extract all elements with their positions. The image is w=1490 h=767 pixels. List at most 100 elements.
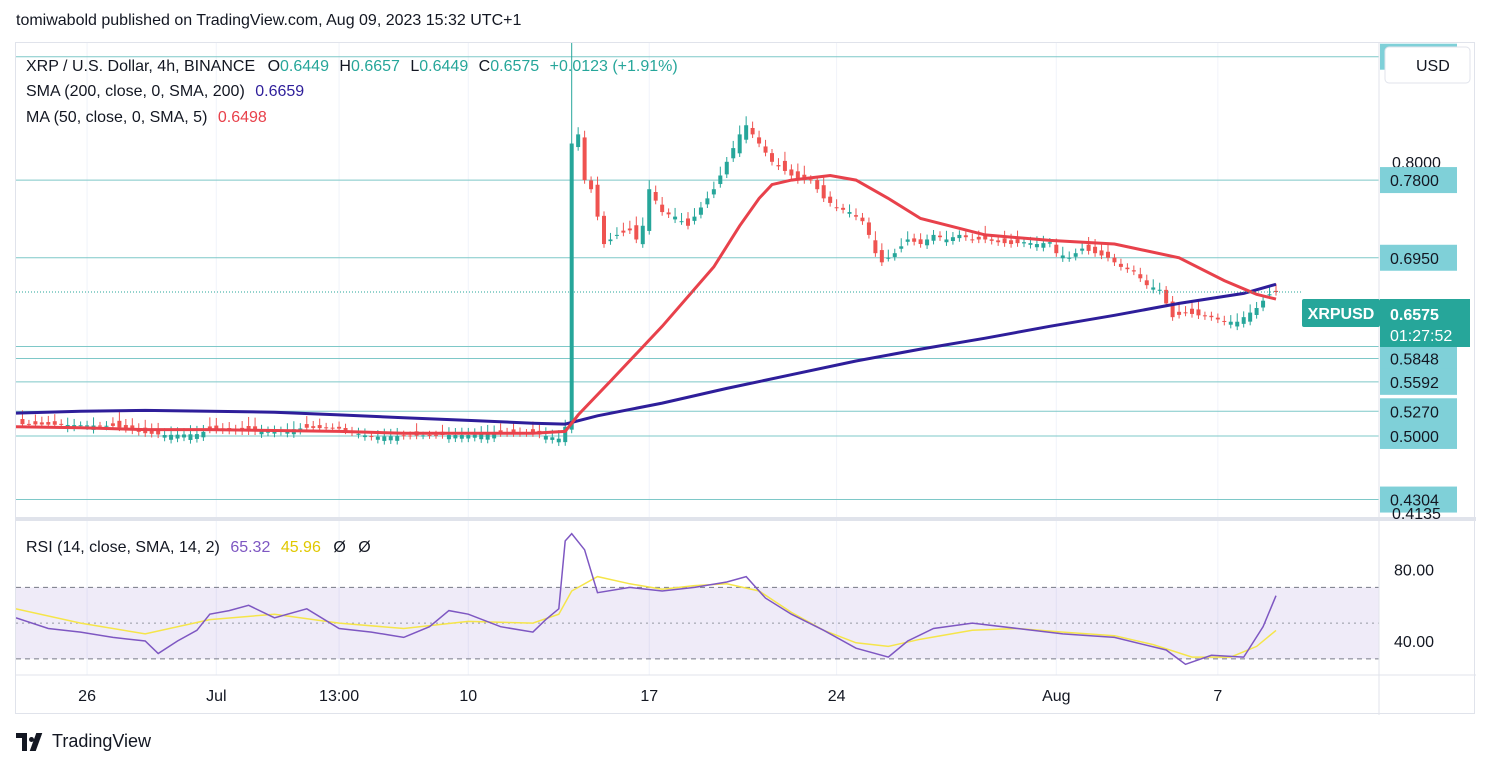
candle-body xyxy=(1215,317,1220,320)
level-tag-label: 0.7800 xyxy=(1390,173,1439,190)
candle-body xyxy=(989,239,994,241)
candle-body xyxy=(866,222,871,235)
legend-c-label: C xyxy=(479,58,491,75)
candle-body xyxy=(39,422,44,425)
candle-body xyxy=(1060,255,1065,259)
candle-body xyxy=(679,221,684,223)
candle-body xyxy=(640,225,645,245)
level-tag-box xyxy=(1380,422,1457,449)
legend-rsi-value: 65.32 xyxy=(230,539,270,556)
current-price-tag[interactable]: XRPUSD 0.6575 01:27:52 xyxy=(1302,299,1470,347)
legend-c-value: 0.6575 xyxy=(490,58,539,75)
candle-body xyxy=(1009,240,1014,245)
candle-body xyxy=(1131,270,1136,272)
candle-body xyxy=(1022,242,1026,244)
candle-body xyxy=(1202,315,1207,317)
candle-body xyxy=(834,207,839,209)
candle-body xyxy=(1254,308,1259,315)
candle-body xyxy=(750,127,755,135)
vertical-grid xyxy=(86,43,1219,675)
candle-body xyxy=(169,434,174,440)
candle-body xyxy=(1274,290,1278,293)
legend-sma-value: 0.6659 xyxy=(255,83,304,100)
currency-button-label: USD xyxy=(1416,58,1450,75)
candle-body xyxy=(886,257,891,259)
candle-body xyxy=(873,240,878,254)
candle-body xyxy=(666,212,671,215)
candle-body xyxy=(782,160,787,171)
candle-body xyxy=(673,216,678,220)
candle-body xyxy=(388,436,393,441)
candle-body xyxy=(899,246,904,249)
candle-body xyxy=(711,189,716,195)
level-tag-box xyxy=(1380,398,1457,425)
legend-l-value: 0.6449 xyxy=(419,58,468,75)
candle-body xyxy=(776,165,781,167)
candle-body xyxy=(472,434,477,438)
tradingview-wordmark: TradingView xyxy=(52,731,152,751)
candle-body xyxy=(156,430,161,435)
candle-body xyxy=(957,234,962,239)
candle-body xyxy=(602,215,606,245)
legend-o-label: O xyxy=(268,58,280,75)
chart-frame[interactable]: 0.90000.80000.91500.78000.69500.59790.58… xyxy=(15,42,1476,715)
price-axis[interactable]: 0.90000.80000.91500.78000.69500.59790.58… xyxy=(1380,43,1457,523)
legend-rsi-ma-value: 45.96 xyxy=(281,539,321,556)
candle-body xyxy=(401,435,406,437)
time-axis-tick: Jul xyxy=(206,688,226,705)
candle-body xyxy=(1157,289,1162,291)
candle-body xyxy=(123,425,128,429)
candle-body xyxy=(1235,321,1240,327)
candle-body xyxy=(770,153,774,162)
time-axis-tick: 17 xyxy=(640,688,658,705)
candle-body xyxy=(52,421,57,425)
legend-l-label: L xyxy=(410,58,419,75)
tradingview-brand[interactable]: TradingView xyxy=(16,731,151,752)
candle-body xyxy=(1241,317,1246,324)
candle-body xyxy=(395,436,400,441)
price-tag-box xyxy=(1380,299,1470,347)
level-tag-box xyxy=(1380,368,1457,395)
legend-change: +0.0123 (+1.91%) xyxy=(550,58,678,75)
rsi-axis[interactable]: 80.00 40.00 xyxy=(1394,562,1434,651)
candle-body xyxy=(686,218,690,226)
candle-body xyxy=(950,237,955,241)
candle-body xyxy=(1054,244,1059,254)
candle-body xyxy=(627,228,632,231)
candle-body xyxy=(175,434,180,439)
currency-button-box[interactable] xyxy=(1384,46,1471,84)
legend-sma-label: SMA (200, close, 0, SMA, 200) xyxy=(26,83,245,100)
candle-body xyxy=(1228,321,1233,325)
time-axis-tick: Aug xyxy=(1042,688,1070,705)
level-tag-box xyxy=(1380,486,1457,513)
candle-body xyxy=(214,425,219,430)
candle-body xyxy=(207,426,212,430)
candle-body xyxy=(692,216,697,221)
currency-button[interactable]: USD xyxy=(1384,46,1471,84)
candle-body xyxy=(1067,257,1072,259)
horizontal-levels xyxy=(16,56,1379,501)
level-tag-box xyxy=(1380,167,1457,194)
price-tag-countdown: 01:27:52 xyxy=(1390,328,1452,345)
candle-body xyxy=(854,215,858,217)
candle-body xyxy=(815,180,820,190)
candle-body xyxy=(1222,320,1227,322)
candle-body xyxy=(427,434,432,436)
candle-body xyxy=(466,435,471,439)
candle-body xyxy=(304,424,309,428)
time-axis[interactable]: 26 Jul 13:00 10 17 24 Aug 7 xyxy=(78,688,1222,705)
candle-body xyxy=(375,436,380,440)
candle-body xyxy=(918,239,923,245)
time-axis-tick: 24 xyxy=(828,688,846,705)
candle-body xyxy=(1106,251,1110,258)
candle-body xyxy=(492,433,497,439)
candle-body xyxy=(912,238,917,242)
candle-body xyxy=(543,435,548,440)
candle-body xyxy=(485,433,490,440)
candle-body xyxy=(330,427,335,429)
candle-body xyxy=(317,425,322,429)
candle-body xyxy=(149,430,154,434)
candle-body xyxy=(1099,250,1104,256)
chart-canvas[interactable]: 0.90000.80000.91500.78000.69500.59790.58… xyxy=(15,43,1476,715)
candle-body xyxy=(530,429,535,434)
